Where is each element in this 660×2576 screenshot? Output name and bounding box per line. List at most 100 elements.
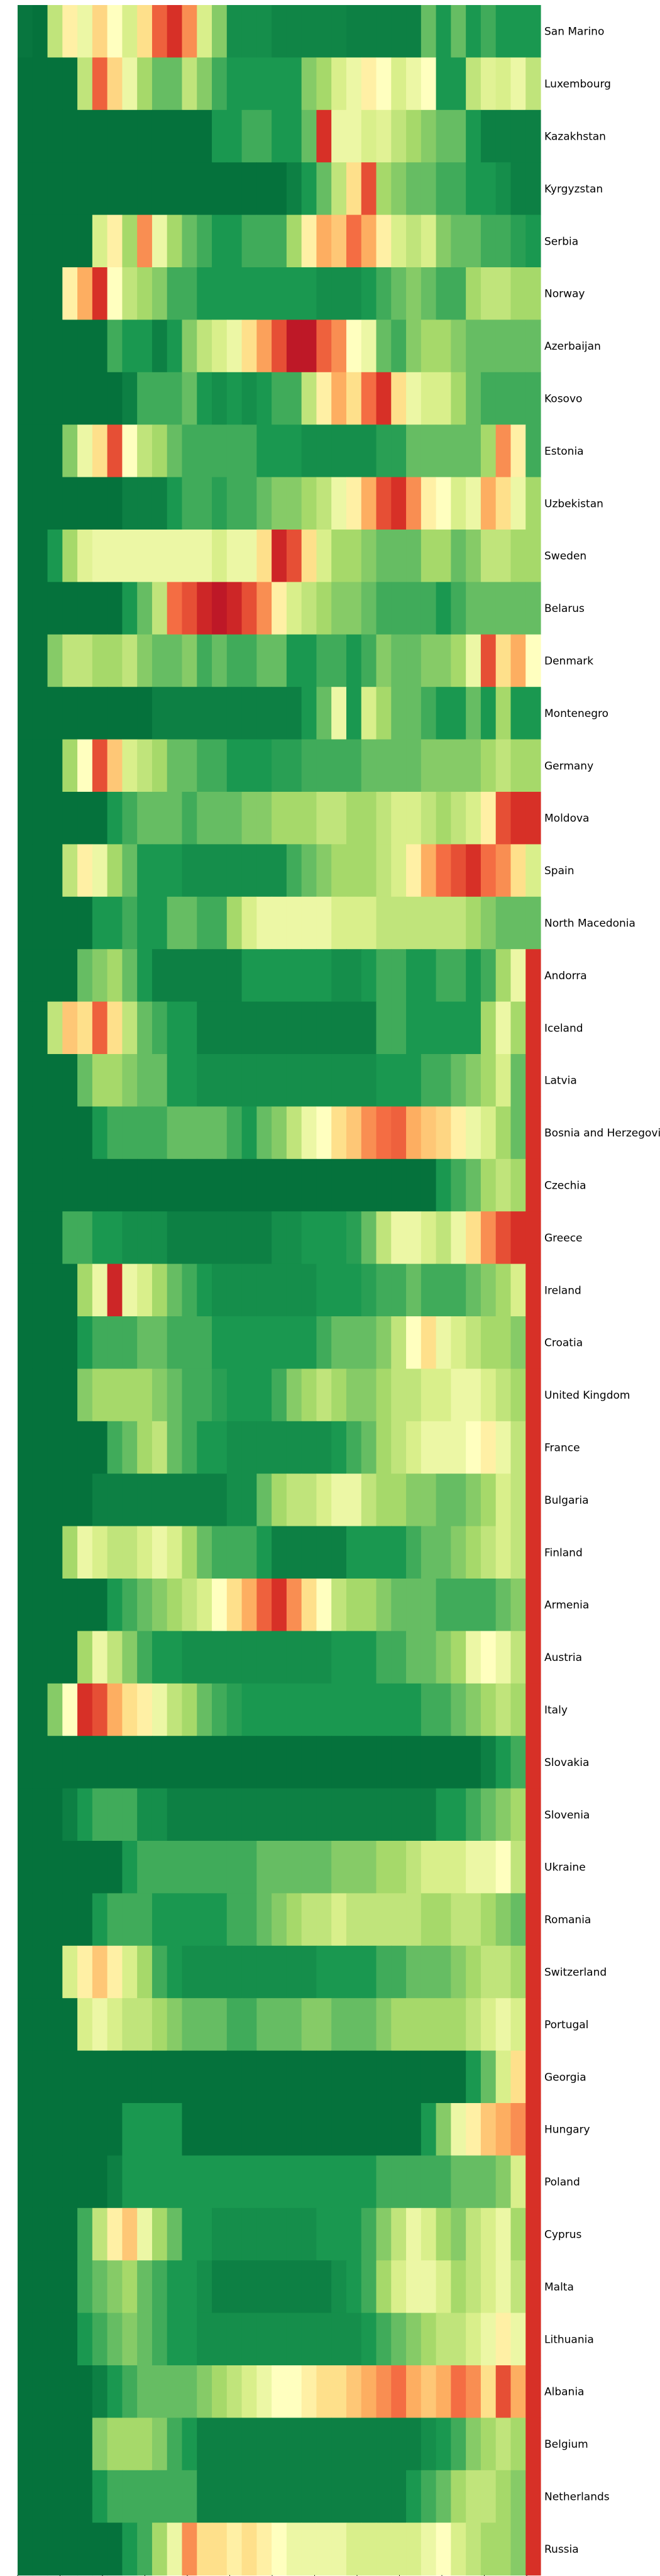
heatmap-cell: [480, 844, 497, 897]
heatmap-cell: [361, 214, 377, 268]
row-label: Denmark: [544, 655, 593, 668]
heatmap-cell: [226, 477, 243, 530]
heatmap-cell: [77, 1788, 93, 1841]
heatmap-cell: [272, 1841, 287, 1894]
heatmap-cell: [286, 1579, 302, 1631]
heatmap-cell: [167, 844, 183, 897]
heatmap-cell: [391, 2155, 407, 2209]
heatmap-cell: [92, 2207, 108, 2261]
heatmap-cell: [241, 425, 257, 478]
heatmap-cell: [122, 1736, 138, 1789]
row-label: Azerbaijan: [544, 340, 601, 353]
heatmap-cell: [241, 214, 257, 268]
heatmap-cell: [92, 1106, 108, 1160]
heatmap-cell: [406, 477, 422, 530]
heatmap-cell: [77, 1893, 93, 1946]
heatmap-cell: [466, 1316, 481, 1369]
heatmap-cell: [107, 57, 123, 111]
heatmap-cell: [480, 1736, 497, 1789]
heatmap-cell: [286, 425, 302, 478]
heatmap-cell: [32, 792, 48, 845]
heatmap-cell: [212, 1579, 228, 1631]
heatmap-cell: [226, 2103, 243, 2156]
heatmap-cell: [241, 1263, 257, 1317]
heatmap-cell: [436, 1106, 451, 1160]
heatmap-cell: [301, 2523, 317, 2576]
heatmap-cell: [391, 109, 407, 163]
heatmap-cell: [256, 2470, 272, 2523]
heatmap-cell: [241, 1316, 257, 1369]
heatmap-cell: [391, 162, 407, 216]
heatmap-cell: [421, 1001, 437, 1055]
heatmap-cell: [212, 1263, 228, 1317]
heatmap-cell: [241, 582, 257, 635]
heatmap-cell: [137, 1316, 153, 1369]
heatmap-cell: [122, 687, 138, 740]
heatmap-cell: [47, 2418, 63, 2471]
heatmap-cell: [436, 1001, 451, 1055]
heatmap-cell: [122, 844, 138, 897]
heatmap-cell: [32, 949, 48, 1002]
heatmap-cell: [241, 2155, 257, 2209]
heatmap-cell: [167, 1211, 183, 1265]
heatmap-cell: [182, 2155, 197, 2209]
heatmap-cell: [331, 1683, 347, 1736]
heatmap-cell: [421, 530, 437, 582]
heatmap-cell: [212, 2155, 228, 2209]
heatmap-cell: [376, 1316, 392, 1369]
heatmap-cell: [182, 687, 197, 740]
heatmap-cell: [331, 739, 347, 792]
heatmap-cell: [480, 57, 497, 111]
heatmap-cell: [167, 1001, 183, 1055]
heatmap-cell: [391, 1054, 407, 1107]
heatmap-cell: [77, 687, 93, 740]
row-label: Spain: [544, 865, 575, 877]
heatmap-cell: [167, 1736, 183, 1789]
heatmap-cell: [151, 896, 168, 950]
heatmap-cell: [480, 319, 497, 373]
heatmap-cell: [107, 896, 123, 950]
heatmap-cell: [331, 2207, 347, 2261]
heatmap-cell: [346, 792, 362, 845]
heatmap-cell: [406, 2523, 422, 2576]
heatmap-cell: [226, 844, 243, 897]
heatmap-cell: [510, 2365, 526, 2418]
heatmap-cell: [346, 2050, 362, 2104]
heatmap-cell: [107, 2365, 123, 2418]
heatmap-cell: [122, 319, 138, 373]
heatmap-cell: [466, 1841, 481, 1894]
heatmap-cell: [510, 1893, 526, 1946]
heatmap-cell: [226, 5, 243, 58]
heatmap-cell: [436, 530, 451, 582]
heatmap-cell: [182, 1683, 197, 1736]
heatmap-cell: [301, 1683, 317, 1736]
heatmap-cell: [151, 1158, 168, 1212]
heatmap-cell: [182, 2050, 197, 2104]
heatmap-cell: [286, 477, 302, 530]
heatmap-cell: [361, 582, 377, 635]
heatmap-cell: [480, 1211, 497, 1265]
heatmap-cell: [346, 319, 362, 373]
heatmap-cell: [376, 2155, 392, 2209]
heatmap-cell: [361, 57, 377, 111]
heatmap-cell: [182, 1893, 197, 1946]
heatmap-cell: [167, 1631, 183, 1684]
heatmap-cell: [256, 1526, 272, 1579]
heatmap-cell: [272, 1368, 287, 1422]
heatmap-cell: [18, 844, 33, 897]
heatmap-cell: [137, 739, 153, 792]
heatmap-cell: [421, 1579, 437, 1631]
heatmap-cell: [421, 739, 437, 792]
heatmap-cell: [301, 1893, 317, 1946]
heatmap-cell: [331, 2312, 347, 2366]
heatmap-cell: [77, 1579, 93, 1631]
heatmap-cell: [151, 5, 168, 58]
heatmap-cell: [18, 214, 33, 268]
heatmap-cell: [182, 1001, 197, 1055]
heatmap-cell: [197, 949, 212, 1002]
heatmap-cell: [151, 2470, 168, 2523]
heatmap-cell: [286, 1054, 302, 1107]
heatmap-cell: [301, 2103, 317, 2156]
heatmap-cell: [421, 1893, 437, 1946]
heatmap-cell: [18, 1526, 33, 1579]
